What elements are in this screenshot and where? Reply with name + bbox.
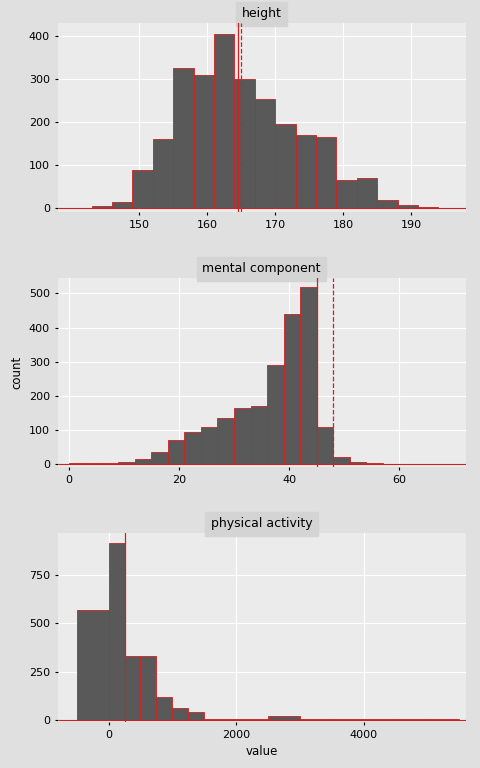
Bar — [151, 452, 168, 464]
Bar — [333, 458, 350, 464]
Bar — [156, 697, 172, 720]
Title: mental component: mental component — [203, 263, 321, 276]
Bar — [267, 365, 284, 464]
Bar — [153, 140, 173, 208]
Bar — [255, 98, 275, 208]
Bar — [418, 207, 438, 208]
Bar — [284, 314, 300, 464]
Bar — [251, 406, 267, 464]
Bar — [141, 656, 156, 720]
Bar — [135, 459, 151, 464]
Bar — [397, 205, 418, 208]
Title: physical activity: physical activity — [211, 518, 312, 531]
Bar — [124, 656, 141, 720]
Bar — [184, 432, 201, 464]
Bar — [300, 286, 317, 464]
Title: height: height — [241, 8, 282, 21]
Bar — [201, 426, 217, 464]
Bar — [102, 463, 118, 464]
Bar — [69, 463, 85, 464]
Bar — [236, 719, 268, 720]
Bar — [112, 202, 132, 208]
Bar — [188, 712, 204, 720]
Bar — [296, 135, 316, 208]
Bar — [77, 610, 108, 720]
Bar — [317, 426, 333, 464]
Bar — [234, 408, 251, 464]
Bar — [108, 543, 124, 720]
Bar — [377, 200, 397, 208]
Bar — [92, 207, 112, 208]
Bar — [193, 74, 214, 208]
Bar — [173, 68, 193, 208]
Bar — [268, 716, 300, 720]
Bar — [336, 180, 357, 208]
Bar — [118, 462, 135, 464]
Bar — [132, 170, 153, 208]
Y-axis label: count: count — [10, 356, 24, 389]
Bar — [168, 440, 184, 464]
Bar — [350, 462, 366, 464]
Bar — [366, 463, 383, 464]
Bar — [204, 719, 236, 720]
Bar — [275, 124, 296, 208]
Bar — [234, 79, 255, 208]
Bar — [214, 34, 234, 208]
Bar — [357, 178, 377, 208]
X-axis label: value: value — [245, 745, 278, 758]
Bar — [300, 719, 332, 720]
Bar — [85, 463, 102, 464]
Bar — [217, 418, 234, 464]
Bar — [172, 708, 188, 720]
Bar — [316, 137, 336, 208]
Bar — [71, 207, 92, 208]
